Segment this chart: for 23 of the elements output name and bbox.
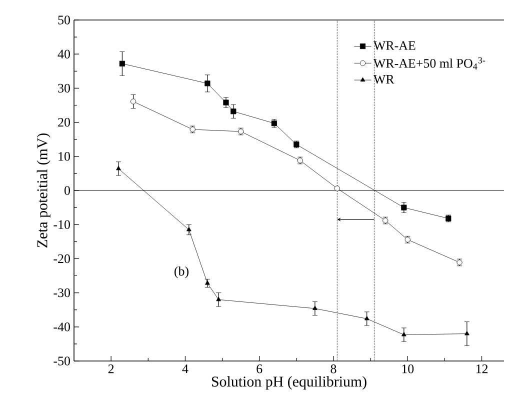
y-tick-label: 30 xyxy=(58,84,70,93)
y-tick-label: 0 xyxy=(64,186,70,195)
y-tick-label: 10 xyxy=(58,152,70,161)
x-tick-label: 2 xyxy=(108,364,114,374)
legend-label: WR-AE xyxy=(373,41,416,50)
y-tick-label: 20 xyxy=(58,118,70,127)
y-tick-label: -20 xyxy=(54,254,70,264)
x-tick-label: 6 xyxy=(256,364,262,374)
y-tick-label: 50 xyxy=(58,16,70,24)
y-tick-label: -10 xyxy=(54,220,70,229)
x-tick-label: 12 xyxy=(476,364,488,374)
y-axis-title: Zeta poteitial (mV) xyxy=(36,133,50,248)
x-axis-title: Solution pH (equilibrium) xyxy=(212,376,366,390)
y-tick-label: -40 xyxy=(54,322,70,332)
y-tick-label: -50 xyxy=(54,356,70,366)
x-tick-label: 4 xyxy=(182,364,188,374)
legend-label: WR xyxy=(373,75,394,84)
y-tick-label: -30 xyxy=(54,288,70,298)
y-tick-label: 40 xyxy=(58,50,70,58)
x-tick-label: 10 xyxy=(402,364,414,374)
x-tick-label: 8 xyxy=(330,364,336,374)
legend-label: WR-AE+50 ml PO$_{4}$3- xyxy=(373,57,486,70)
annotation: (b) xyxy=(174,266,188,278)
